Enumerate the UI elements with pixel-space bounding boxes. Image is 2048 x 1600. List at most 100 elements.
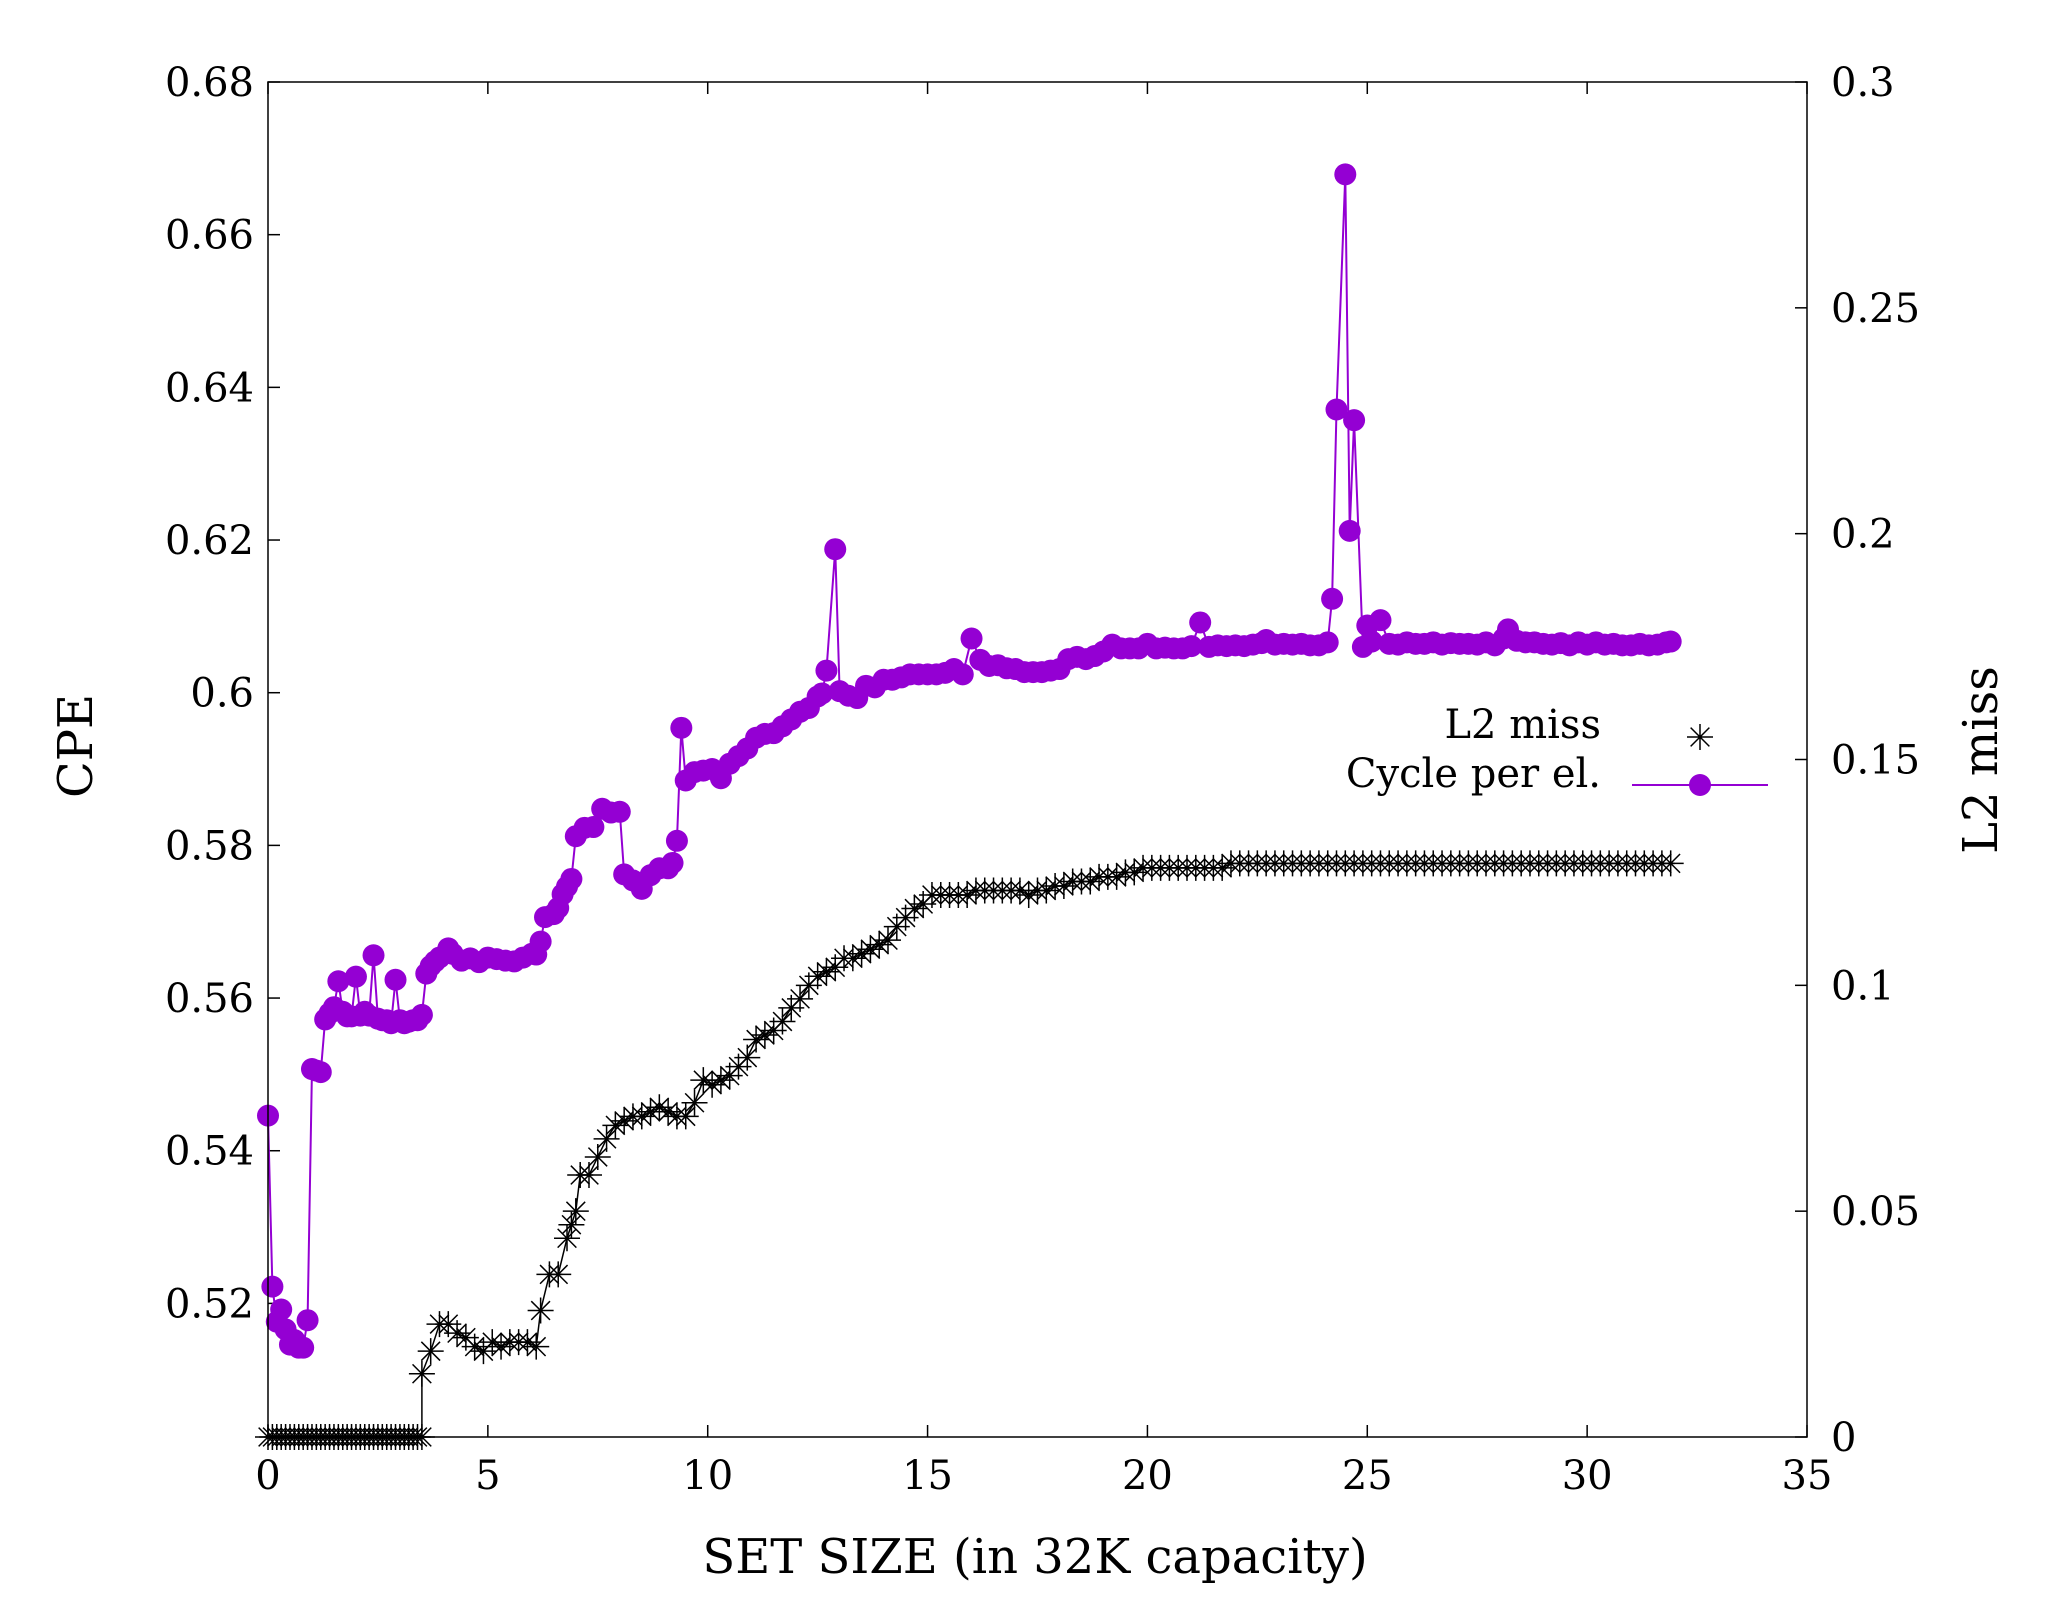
data-point-l2-miss [593, 1125, 620, 1152]
data-point-cycle-per-el [261, 1275, 284, 1298]
y-tick-label: 0.56 [165, 976, 254, 1022]
data-point-cycle-per-el [362, 944, 385, 967]
data-point-l2-miss [558, 1211, 585, 1238]
series-cycle-per-el [257, 163, 1682, 1359]
data-point-cycle-per-el [309, 1061, 332, 1084]
plot-area-border [267, 81, 1808, 1438]
data-point-l2-miss [874, 927, 901, 954]
data-point-cycle-per-el [292, 1336, 315, 1359]
x-axis-title: SET SIZE (in 32K capacity) [702, 1529, 1367, 1585]
data-point-cycle-per-el [661, 851, 684, 874]
data-point-l2-miss [813, 958, 840, 985]
data-point-l2-miss [554, 1225, 581, 1252]
x-tick-label: 35 [1782, 1453, 1833, 1499]
data-point-l2-miss [857, 936, 884, 963]
data-point-cycle-per-el [815, 659, 838, 682]
data-point-l2-miss [743, 1026, 770, 1053]
data-point-l2-miss [901, 895, 928, 922]
data-point-l2-miss [769, 1008, 796, 1035]
data-point-l2-miss [523, 1333, 550, 1360]
data-point-l2-miss [787, 985, 814, 1012]
y-tick-label: 0.66 [165, 213, 254, 259]
data-point-cycle-per-el [1360, 630, 1383, 653]
data-point-cycle-per-el [665, 829, 688, 852]
y2-tick-label: 0 [1831, 1415, 1856, 1461]
data-point-l2-miss [707, 1067, 734, 1094]
data-point-cycle-per-el [811, 682, 834, 705]
x-tick-label: 5 [475, 1453, 500, 1499]
data-point-l2-miss [681, 1089, 708, 1116]
y-axis-title: CPE [48, 694, 104, 798]
data-point-l2-miss [866, 931, 893, 958]
data-point-l2-miss [514, 1329, 541, 1356]
y-tick-label: 0.6 [190, 671, 254, 717]
data-point-cycle-per-el [1325, 398, 1348, 421]
data-point-l2-miss [839, 945, 866, 972]
ticks-layer: 0 5 10 15 20 25 30 35 0.52 0.54 0.56 0.58 0.6 0.62 0.6… [165, 60, 1920, 1499]
legend-marker-cycle-per-el [1689, 774, 1711, 796]
y-tick-label: 0.54 [165, 1129, 254, 1175]
x-tick-label: 0 [255, 1453, 280, 1499]
data-point-l2-miss [479, 1329, 506, 1356]
data-point-cycle-per-el [1659, 630, 1682, 653]
data-point-l2-miss [804, 963, 831, 990]
y-tick-label: 0.68 [165, 60, 254, 106]
data-point-l2-miss [611, 1107, 638, 1134]
y2-tick-label: 0.3 [1831, 60, 1895, 106]
data-point-l2-miss [637, 1098, 664, 1125]
data-point-l2-miss [672, 1103, 699, 1130]
data-point-l2-miss [751, 1022, 778, 1049]
data-point-l2-miss [584, 1143, 611, 1170]
data-point-cycle-per-el [327, 970, 350, 993]
y2-tick-label: 0.15 [1831, 738, 1920, 784]
data-point-l2-miss [1015, 882, 1042, 908]
data-point-l2-miss [954, 882, 981, 908]
data-point-cycle-per-el [1321, 587, 1344, 610]
legend-label-l2-miss: L2 miss [1444, 702, 1601, 748]
y2-tick-label: 0.05 [1831, 1189, 1920, 1235]
data-point-l2-miss [461, 1333, 488, 1360]
data-point-l2-miss [1103, 863, 1130, 890]
data-point-l2-miss [734, 1044, 761, 1071]
y-tick-label: 0.52 [165, 1281, 254, 1327]
data-point-cycle-per-el [344, 965, 367, 988]
data-point-l2-miss [646, 1094, 673, 1121]
y2-tick-label: 0.1 [1831, 963, 1895, 1009]
data-point-l2-miss [417, 1338, 444, 1365]
y-tick-label: 0.58 [165, 823, 254, 869]
data-point-l2-miss [444, 1320, 471, 1347]
y-tick-label: 0.64 [165, 365, 254, 411]
x-tick-label: 30 [1562, 1453, 1613, 1499]
data-point-cycle-per-el [670, 716, 693, 739]
data-point-cycle-per-el [560, 867, 583, 890]
legend-asterisk [1687, 724, 1713, 750]
data-point-l2-miss [488, 1333, 515, 1360]
y-tick-label: 0.62 [165, 518, 254, 564]
data-point-l2-miss [1209, 854, 1236, 881]
data-point-l2-miss [408, 1360, 435, 1387]
x-tick-label: 10 [682, 1453, 733, 1499]
data-point-l2-miss [848, 940, 875, 967]
data-point-l2-miss [602, 1112, 629, 1139]
data-point-cycle-per-el [608, 800, 631, 823]
legend: L2 miss Cycle per el. [1346, 702, 1768, 797]
x-tick-label: 20 [1122, 1453, 1173, 1499]
data-point-l2-miss [655, 1098, 682, 1125]
data-point-l2-miss [1077, 868, 1104, 895]
data-point-cycle-per-el [951, 663, 974, 686]
data-point-l2-miss [1657, 850, 1684, 877]
data-point-cycle-per-el [529, 930, 552, 953]
legend-label-cycle-per-el: Cycle per el. [1346, 751, 1601, 797]
data-point-cycle-per-el [824, 538, 847, 561]
data-point-l2-miss [690, 1067, 717, 1094]
data-point-cycle-per-el [1334, 163, 1357, 186]
data-point-cycle-per-el [296, 1309, 319, 1332]
data-point-cycle-per-el [1316, 631, 1339, 654]
data-point-l2-miss [628, 1103, 655, 1130]
data-point-l2-miss [1121, 859, 1148, 886]
legend-marker-l2-miss [1687, 724, 1713, 750]
data-point-cycle-per-el [960, 627, 983, 650]
x-tick-label: 15 [902, 1453, 953, 1499]
